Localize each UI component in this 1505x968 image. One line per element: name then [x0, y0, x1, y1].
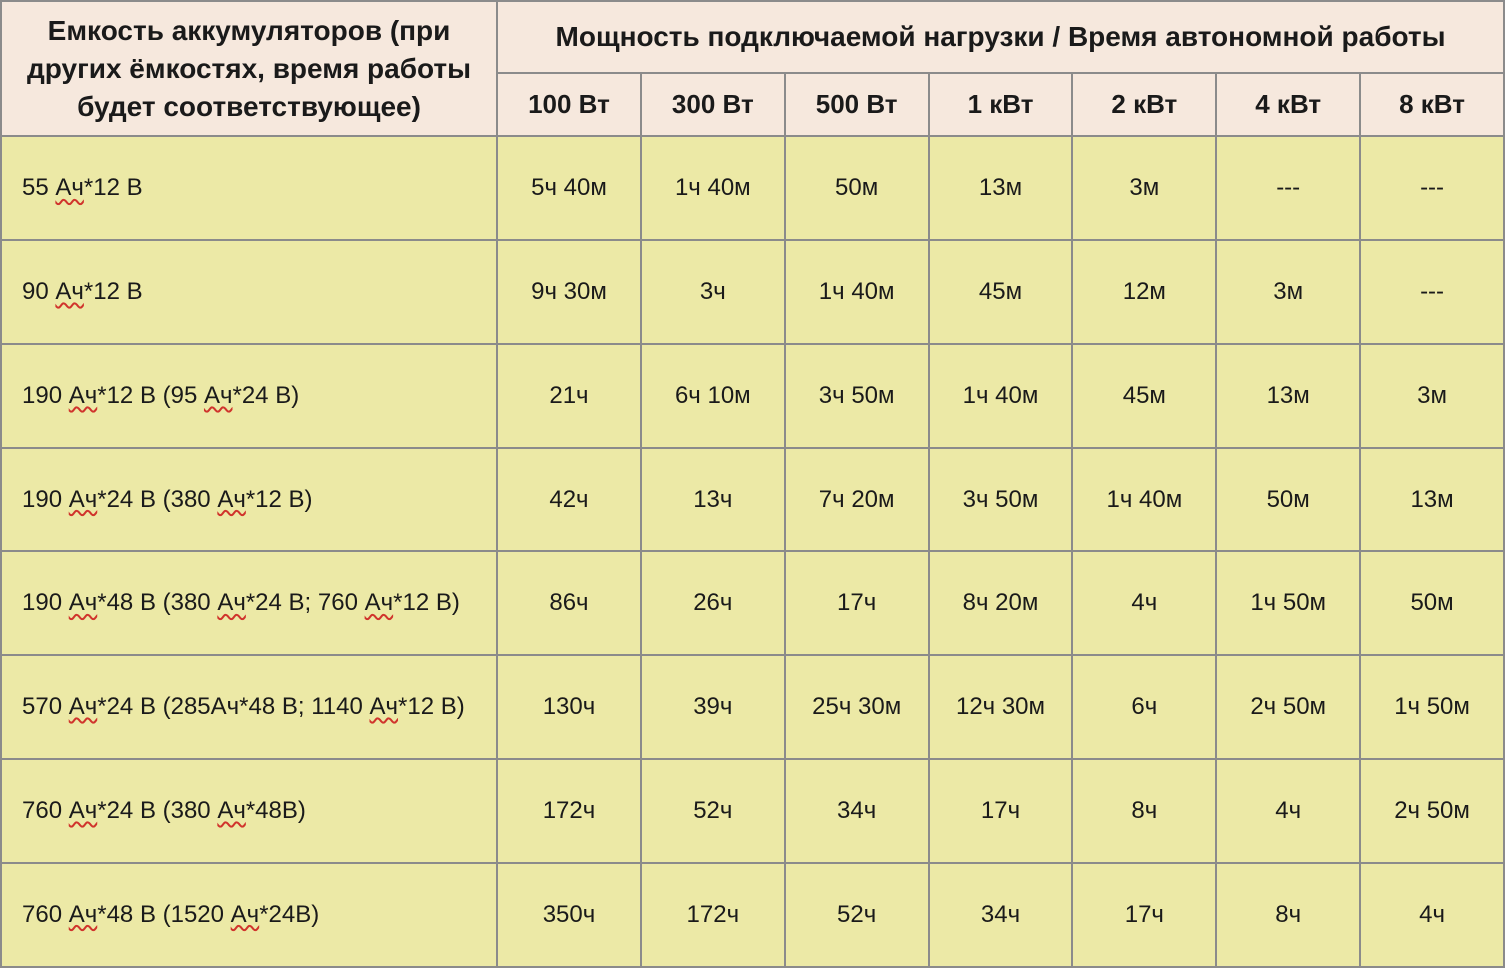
table-header: Емкость аккумуляторов (при других ёмкост…	[1, 1, 1504, 136]
runtime-cell: 50м	[1360, 551, 1504, 655]
runtime-cell: 1ч 40м	[785, 240, 929, 344]
header-power-col: 300 Вт	[641, 73, 785, 137]
row-capacity-label: 190 Ач*12 В (95 Ач*24 В)	[1, 344, 497, 448]
runtime-cell: 7ч 20м	[785, 448, 929, 552]
runtime-cell: 2ч 50м	[1216, 655, 1360, 759]
table-row: 90 Ач*12 В9ч 30м3ч1ч 40м45м12м3м---	[1, 240, 1504, 344]
row-capacity-label: 55 Ач*12 В	[1, 136, 497, 240]
runtime-cell: 13м	[1360, 448, 1504, 552]
runtime-cell: 172ч	[641, 863, 785, 967]
runtime-cell: ---	[1360, 240, 1504, 344]
table-row: 760 Ач*48 В (1520 Ач*24В)350ч172ч52ч34ч1…	[1, 863, 1504, 967]
runtime-cell: 1ч 40м	[1072, 448, 1216, 552]
runtime-cell: 34ч	[929, 863, 1073, 967]
header-power-col: 1 кВт	[929, 73, 1073, 137]
runtime-cell: 86ч	[497, 551, 641, 655]
table-row: 190 Ач*48 В (380 Ач*24 В; 760 Ач*12 В)86…	[1, 551, 1504, 655]
runtime-cell: 172ч	[497, 759, 641, 863]
runtime-cell: 12ч 30м	[929, 655, 1073, 759]
row-capacity-label: 90 Ач*12 В	[1, 240, 497, 344]
header-power-col: 2 кВт	[1072, 73, 1216, 137]
runtime-cell: 3м	[1216, 240, 1360, 344]
header-power-group: Мощность подключаемой нагрузки / Время а…	[497, 1, 1504, 73]
runtime-cell: 12м	[1072, 240, 1216, 344]
table-row: 570 Ач*24 В (285Ач*48 В; 1140 Ач*12 В)13…	[1, 655, 1504, 759]
runtime-cell: 130ч	[497, 655, 641, 759]
runtime-cell: 42ч	[497, 448, 641, 552]
runtime-cell: 5ч 40м	[497, 136, 641, 240]
header-power-col: 100 Вт	[497, 73, 641, 137]
header-power-col: 4 кВт	[1216, 73, 1360, 137]
runtime-cell: 52ч	[785, 863, 929, 967]
runtime-cell: 13м	[1216, 344, 1360, 448]
runtime-cell: ---	[1360, 136, 1504, 240]
runtime-cell: 17ч	[785, 551, 929, 655]
runtime-cell: 3ч 50м	[929, 448, 1073, 552]
runtime-cell: 3ч 50м	[785, 344, 929, 448]
runtime-cell: 45м	[1072, 344, 1216, 448]
runtime-cell: 50м	[1216, 448, 1360, 552]
runtime-cell: 17ч	[929, 759, 1073, 863]
runtime-cell: 45м	[929, 240, 1073, 344]
runtime-cell: 8ч 20м	[929, 551, 1073, 655]
row-capacity-label: 570 Ач*24 В (285Ач*48 В; 1140 Ач*12 В)	[1, 655, 497, 759]
runtime-cell: 39ч	[641, 655, 785, 759]
runtime-cell: 52ч	[641, 759, 785, 863]
battery-runtime-table: Емкость аккумуляторов (при других ёмкост…	[0, 0, 1505, 968]
table-row: 190 Ач*12 В (95 Ач*24 В)21ч6ч 10м3ч 50м1…	[1, 344, 1504, 448]
table-row: 190 Ач*24 В (380 Ач*12 В)42ч13ч7ч 20м3ч …	[1, 448, 1504, 552]
runtime-cell: 9ч 30м	[497, 240, 641, 344]
runtime-cell: 8ч	[1072, 759, 1216, 863]
runtime-cell: 3ч	[641, 240, 785, 344]
header-capacity: Емкость аккумуляторов (при других ёмкост…	[1, 1, 497, 136]
row-capacity-label: 760 Ач*24 В (380 Ач*48В)	[1, 759, 497, 863]
runtime-cell: 8ч	[1216, 863, 1360, 967]
table-row: 760 Ач*24 В (380 Ач*48В)172ч52ч34ч17ч8ч4…	[1, 759, 1504, 863]
runtime-cell: 1ч 50м	[1360, 655, 1504, 759]
runtime-cell: 6ч	[1072, 655, 1216, 759]
runtime-cell: 350ч	[497, 863, 641, 967]
header-power-col: 500 Вт	[785, 73, 929, 137]
runtime-cell: 2ч 50м	[1360, 759, 1504, 863]
runtime-cell: 50м	[785, 136, 929, 240]
runtime-cell: 1ч 50м	[1216, 551, 1360, 655]
runtime-cell: 3м	[1072, 136, 1216, 240]
runtime-cell: ---	[1216, 136, 1360, 240]
runtime-cell: 26ч	[641, 551, 785, 655]
row-capacity-label: 760 Ач*48 В (1520 Ач*24В)	[1, 863, 497, 967]
runtime-cell: 13м	[929, 136, 1073, 240]
runtime-cell: 3м	[1360, 344, 1504, 448]
row-capacity-label: 190 Ач*48 В (380 Ач*24 В; 760 Ач*12 В)	[1, 551, 497, 655]
table-body: 55 Ач*12 В5ч 40м1ч 40м50м13м3м------90 А…	[1, 136, 1504, 966]
header-power-col: 8 кВт	[1360, 73, 1504, 137]
runtime-cell: 1ч 40м	[641, 136, 785, 240]
runtime-cell: 4ч	[1216, 759, 1360, 863]
row-capacity-label: 190 Ач*24 В (380 Ач*12 В)	[1, 448, 497, 552]
runtime-cell: 21ч	[497, 344, 641, 448]
runtime-cell: 1ч 40м	[929, 344, 1073, 448]
runtime-cell: 34ч	[785, 759, 929, 863]
runtime-cell: 4ч	[1072, 551, 1216, 655]
runtime-cell: 17ч	[1072, 863, 1216, 967]
runtime-cell: 4ч	[1360, 863, 1504, 967]
runtime-cell: 13ч	[641, 448, 785, 552]
runtime-cell: 6ч 10м	[641, 344, 785, 448]
table-row: 55 Ач*12 В5ч 40м1ч 40м50м13м3м------	[1, 136, 1504, 240]
runtime-cell: 25ч 30м	[785, 655, 929, 759]
